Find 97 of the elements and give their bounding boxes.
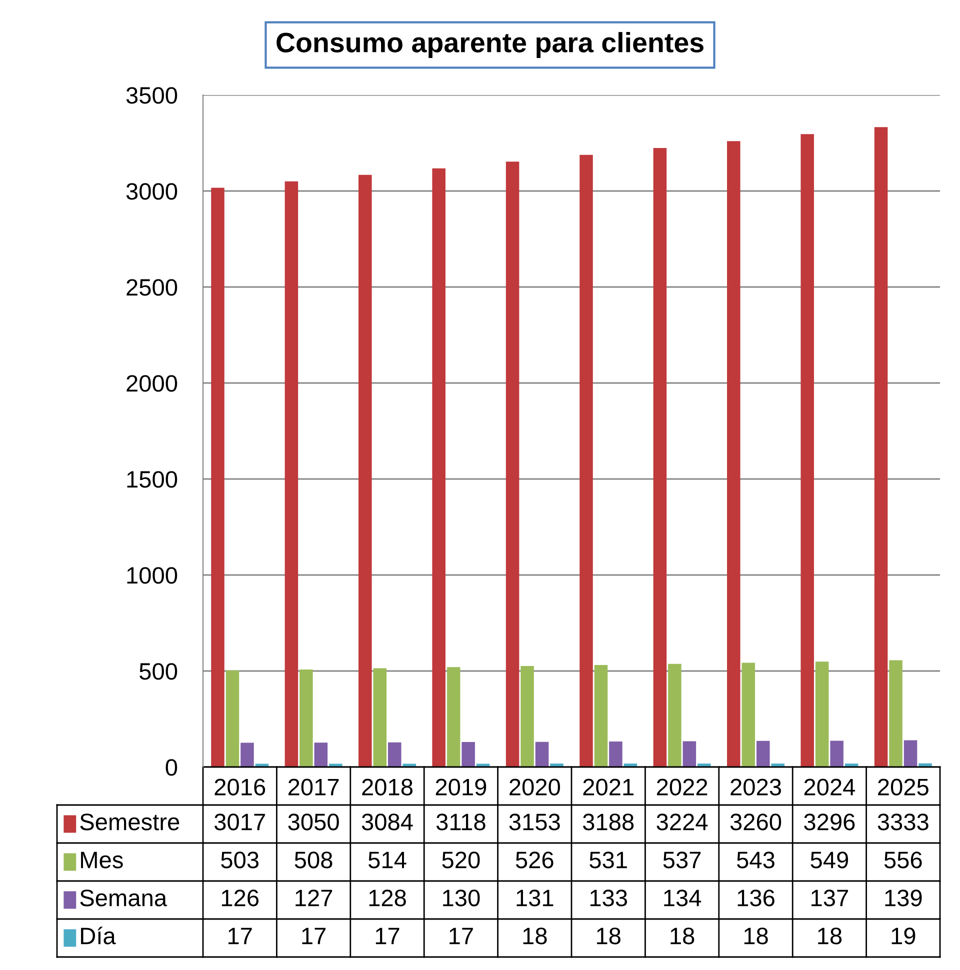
x-tick-label: 2025 — [878, 778, 928, 796]
data-label: 131 — [516, 890, 554, 906]
bar — [580, 154, 593, 767]
data-label: 3084 — [362, 814, 413, 830]
bar — [653, 148, 667, 767]
bar — [284, 181, 298, 767]
data-label: 17 — [302, 928, 326, 944]
bar — [904, 740, 918, 767]
data-label: 18 — [597, 928, 620, 944]
data-label: 3296 — [804, 814, 855, 830]
bar — [800, 134, 814, 767]
data-label: 139 — [885, 890, 922, 906]
bar — [889, 660, 902, 767]
x-tick-label: 2020 — [510, 778, 560, 796]
bar — [520, 666, 534, 767]
x-tick-label: 2022 — [656, 778, 708, 796]
data-label: 137 — [812, 890, 848, 906]
data-label: 3017 — [214, 814, 265, 830]
data-label: 549 — [810, 852, 848, 868]
data-label: 556 — [884, 852, 922, 868]
x-tick-label: 2018 — [362, 778, 412, 796]
data-label: 3333 — [878, 814, 928, 830]
data-label: 17 — [376, 928, 400, 944]
data-label: 127 — [296, 890, 332, 906]
bar — [682, 741, 696, 767]
data-label: 134 — [664, 890, 702, 906]
data-label: 3153 — [509, 814, 560, 830]
y-tick-label: 0 — [166, 759, 178, 776]
legend-label: Semana — [80, 890, 168, 906]
data-label: 531 — [590, 852, 627, 868]
y-tick-label: 500 — [140, 663, 178, 680]
data-label: 514 — [368, 852, 406, 868]
data-label: 128 — [369, 890, 406, 906]
bar — [668, 664, 682, 767]
bar — [432, 168, 446, 767]
data-label: 3118 — [436, 814, 486, 830]
x-tick-label: 2019 — [436, 778, 486, 796]
bar — [815, 662, 829, 767]
y-tick-label: 2000 — [126, 375, 178, 392]
x-tick-label: 2017 — [288, 778, 339, 796]
bar — [226, 670, 240, 767]
data-label: 18 — [818, 928, 842, 944]
bar — [506, 162, 520, 767]
data-label: 18 — [670, 928, 694, 944]
x-tick-label: 2023 — [730, 778, 781, 796]
data-label: 537 — [663, 852, 701, 868]
bar — [300, 669, 313, 767]
y-tick-label: 1500 — [127, 471, 178, 488]
y-tick-label: 2500 — [126, 279, 178, 296]
bar — [446, 667, 460, 767]
bar — [462, 742, 475, 767]
data-label: 526 — [516, 852, 554, 868]
data-label: 19 — [892, 928, 916, 944]
bar — [609, 741, 622, 767]
bar — [314, 742, 328, 767]
data-label: 136 — [738, 890, 774, 906]
bar — [358, 174, 372, 767]
legend-label: Mes — [81, 852, 123, 868]
data-label: 3260 — [730, 814, 782, 830]
x-tick-label: 2021 — [583, 778, 634, 796]
data-label: 503 — [221, 852, 259, 868]
data-label: 508 — [294, 852, 332, 868]
bar — [874, 127, 888, 767]
x-tick-label: 2024 — [804, 778, 856, 796]
bar — [830, 740, 844, 767]
bar — [535, 742, 549, 767]
y-tick-label: 3000 — [126, 183, 178, 200]
bar — [329, 764, 342, 767]
y-tick-label: 1000 — [127, 567, 178, 584]
legend-label: Semestre — [80, 814, 180, 830]
bar — [255, 764, 269, 767]
bar — [373, 668, 387, 767]
data-label: 133 — [590, 890, 628, 906]
data-label: 18 — [744, 928, 768, 944]
bar — [402, 764, 416, 767]
bar — [388, 742, 402, 767]
bar — [727, 141, 740, 767]
data-label: 130 — [443, 890, 480, 906]
data-label: 17 — [228, 928, 252, 944]
data-label: 126 — [222, 890, 259, 906]
chart-title: Consumo aparente para clientes — [276, 32, 704, 58]
legend-label: Día — [81, 926, 116, 944]
bar — [742, 662, 756, 767]
data-label: 3050 — [288, 814, 339, 830]
data-label: 3224 — [656, 814, 708, 830]
bar — [594, 665, 608, 767]
bar — [211, 188, 224, 767]
bar — [476, 764, 490, 767]
y-tick-label: 3500 — [126, 87, 178, 104]
data-label: 3188 — [582, 814, 634, 830]
x-tick-label: 2016 — [214, 778, 266, 796]
data-label: 17 — [450, 928, 473, 944]
data-label: 18 — [523, 928, 547, 944]
data-label: 543 — [737, 852, 774, 868]
bar — [756, 740, 770, 767]
bar — [240, 742, 254, 767]
data-label: 520 — [442, 852, 480, 868]
